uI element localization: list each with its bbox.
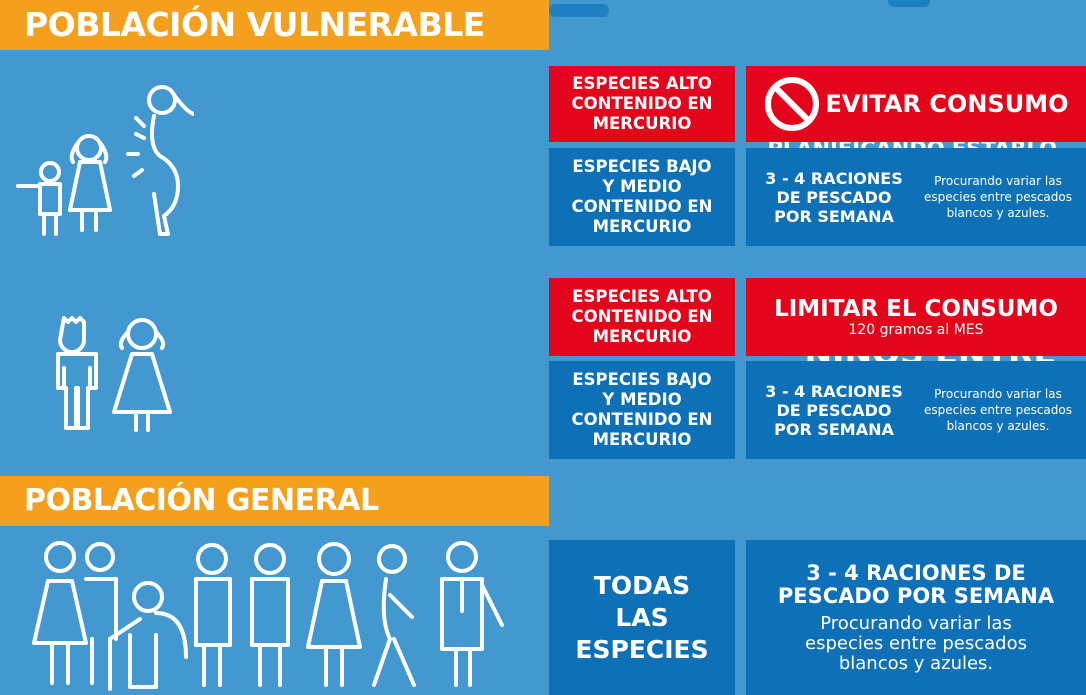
advice-rations: 3 - 4 RACIONES DE PESCADO POR SEMANA Pro… (746, 361, 1086, 459)
people-group-icon (32, 541, 504, 691)
section-banner-general: POBLACIÓN GENERAL (0, 476, 549, 526)
decorative-tab (549, 4, 609, 17)
advice-limit: LIMITAR EL CONSUMO 120 gramos al MES (746, 278, 1086, 356)
decorative-tab (888, 0, 930, 7)
advice-rations: 3 - 4 RACIONES DE PESCADO POR SEMANA Pro… (746, 148, 1086, 246)
high-mercury-box: ESPECIES ALTO CONTENIDO EN MERCURIO (549, 66, 735, 142)
advice-rations-general: 3 - 4 RACIONES DE PESCADO POR SEMANA Pro… (746, 540, 1086, 695)
low-mercury-box: ESPECIES BAJO Y MEDIO CONTENIDO EN MERCU… (549, 148, 735, 246)
section-banner-vulnerable: POBLACIÓN VULNERABLE (0, 0, 549, 50)
high-mercury-box: ESPECIES ALTO CONTENIDO EN MERCURIO (549, 278, 735, 356)
all-species-box: TODAS LAS ESPECIES (549, 540, 735, 695)
low-mercury-box: ESPECIES BAJO Y MEDIO CONTENIDO EN MERCU… (549, 361, 735, 459)
prohibited-icon (764, 77, 819, 131)
advice-avoid: EVITAR CONSUMO (746, 66, 1086, 142)
children-icon (56, 316, 172, 432)
pregnant-woman-children-icon (16, 85, 194, 236)
